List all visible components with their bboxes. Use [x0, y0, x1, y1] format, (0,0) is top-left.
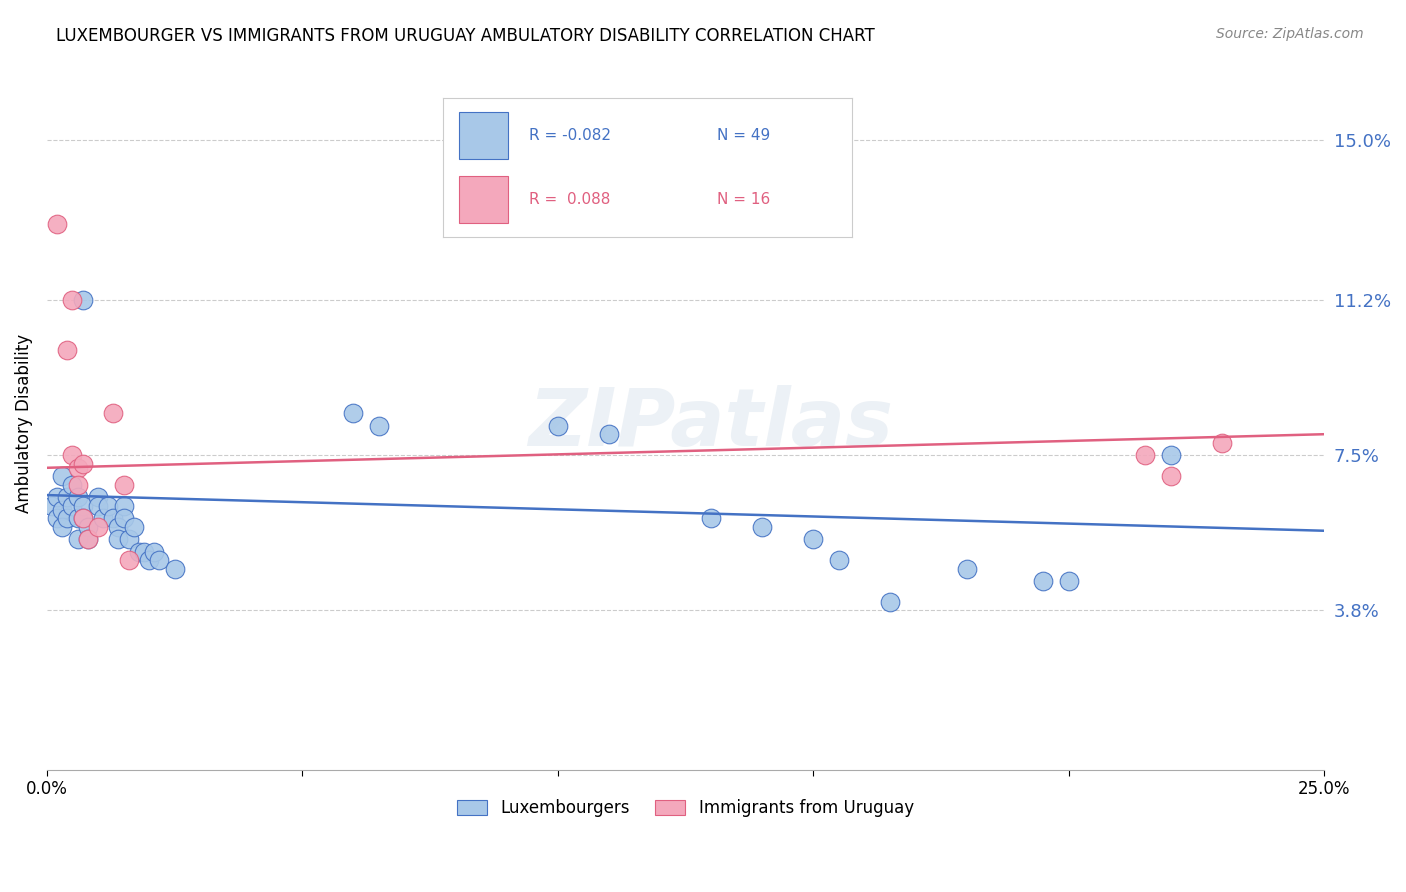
Point	[751, 519, 773, 533]
Text: Source: ZipAtlas.com: Source: ZipAtlas.com	[1216, 27, 1364, 41]
Point	[112, 477, 135, 491]
Point	[56, 490, 79, 504]
Point	[879, 595, 901, 609]
Point	[72, 293, 94, 307]
Point	[1057, 574, 1080, 588]
Point	[143, 545, 166, 559]
Point	[828, 553, 851, 567]
Point	[1160, 469, 1182, 483]
Point	[91, 511, 114, 525]
Text: ZIPatlas: ZIPatlas	[529, 384, 894, 463]
Point	[1211, 435, 1233, 450]
Point	[1135, 448, 1157, 462]
Point	[66, 511, 89, 525]
Point	[97, 499, 120, 513]
Point	[128, 545, 150, 559]
Point	[117, 532, 139, 546]
Text: LUXEMBOURGER VS IMMIGRANTS FROM URUGUAY AMBULATORY DISABILITY CORRELATION CHART: LUXEMBOURGER VS IMMIGRANTS FROM URUGUAY …	[56, 27, 875, 45]
Point	[66, 477, 89, 491]
Point	[547, 418, 569, 433]
Point	[495, 196, 517, 211]
Point	[76, 532, 98, 546]
Point	[51, 502, 73, 516]
Point	[598, 427, 620, 442]
Point	[46, 490, 69, 504]
Point	[87, 499, 110, 513]
Point	[46, 511, 69, 525]
Point	[62, 499, 84, 513]
Point	[801, 532, 824, 546]
Point	[72, 499, 94, 513]
Point	[62, 448, 84, 462]
Point	[138, 553, 160, 567]
Point	[46, 218, 69, 232]
Point	[51, 469, 73, 483]
Point	[72, 457, 94, 471]
Point	[107, 532, 129, 546]
Point	[41, 499, 63, 513]
Point	[700, 511, 723, 525]
Point	[1160, 448, 1182, 462]
Point	[87, 490, 110, 504]
Point	[122, 519, 145, 533]
Point	[56, 343, 79, 358]
Point	[107, 519, 129, 533]
Point	[342, 406, 364, 420]
Point	[62, 293, 84, 307]
Point	[66, 532, 89, 546]
Point	[87, 519, 110, 533]
Point	[163, 561, 186, 575]
Point	[76, 532, 98, 546]
Point	[1032, 574, 1054, 588]
Point	[112, 511, 135, 525]
Point	[955, 561, 977, 575]
Point	[56, 511, 79, 525]
Point	[51, 519, 73, 533]
Legend: Luxembourgers, Immigrants from Uruguay: Luxembourgers, Immigrants from Uruguay	[451, 793, 921, 824]
Point	[132, 545, 155, 559]
Point	[103, 406, 125, 420]
Point	[62, 477, 84, 491]
Point	[66, 460, 89, 475]
Point	[72, 511, 94, 525]
Point	[368, 418, 391, 433]
Y-axis label: Ambulatory Disability: Ambulatory Disability	[15, 334, 32, 513]
Point	[117, 553, 139, 567]
Point	[148, 553, 170, 567]
Point	[103, 511, 125, 525]
Point	[76, 519, 98, 533]
Point	[112, 499, 135, 513]
Point	[66, 490, 89, 504]
Point	[72, 511, 94, 525]
